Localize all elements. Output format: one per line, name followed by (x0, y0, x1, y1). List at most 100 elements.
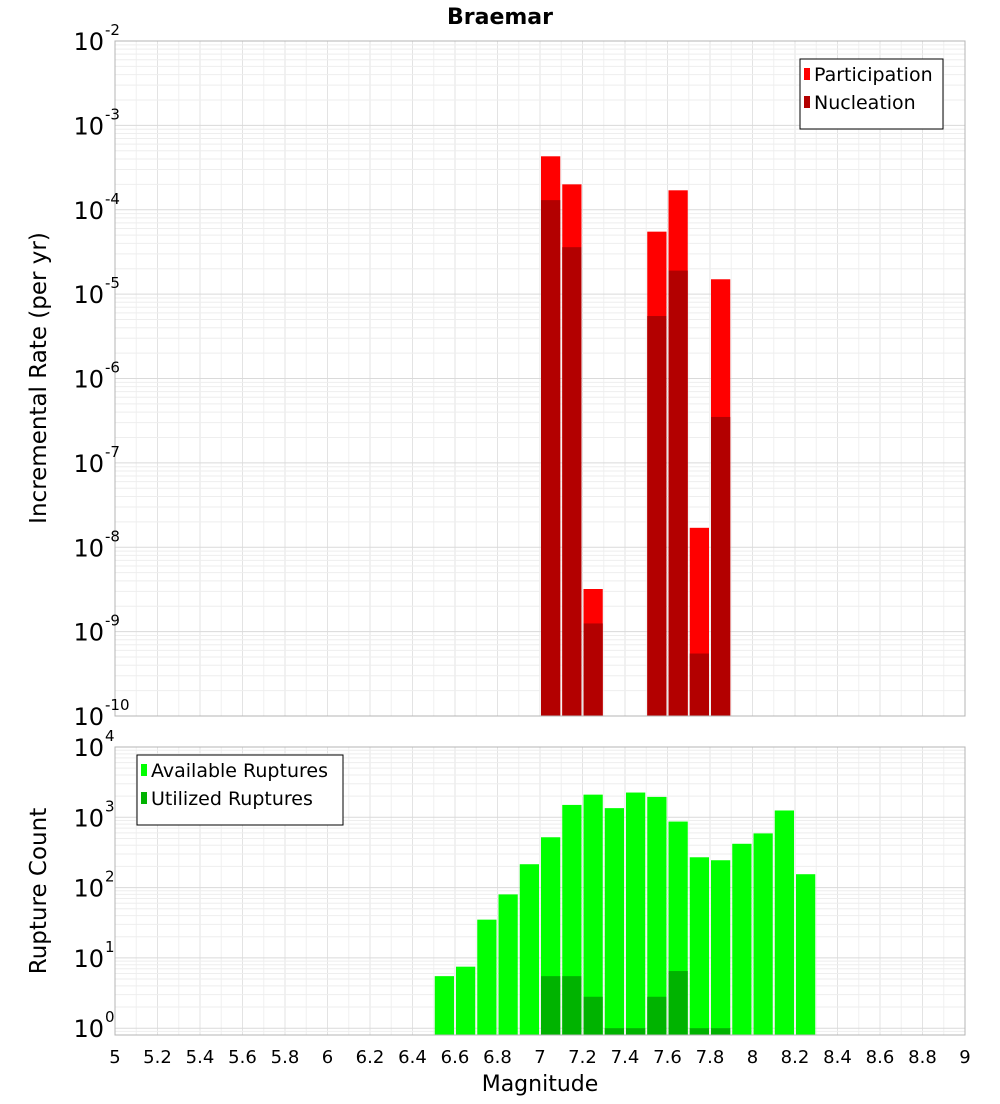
x-tick-label: 7.6 (653, 1047, 682, 1068)
x-tick-label: 8 (747, 1047, 758, 1068)
legend-swatch (804, 68, 810, 80)
plot-area-border (114, 746, 966, 1036)
bar-utilized-ruptures (562, 976, 582, 1035)
legend-label: Available Ruptures (151, 760, 328, 782)
bar-utilized-ruptures (668, 971, 688, 1035)
x-tick-label: 8.6 (866, 1047, 895, 1068)
x-tick-label: 8.2 (781, 1047, 810, 1068)
bar-available-ruptures (498, 894, 518, 1035)
y-tick-exponent: -10 (105, 696, 130, 714)
bar-available-ruptures (626, 792, 646, 1035)
x-tick-label: 5.4 (186, 1047, 215, 1068)
legend-swatch (141, 792, 147, 804)
x-tick-label: 5 (109, 1047, 120, 1068)
bar-available-ruptures (774, 810, 794, 1035)
y-tick-exponent: -9 (105, 612, 120, 630)
bar-utilized-ruptures (541, 976, 561, 1035)
y-tick-label: 10 (73, 366, 104, 394)
chart-title: Braemar (447, 5, 553, 30)
y-tick-label: 10 (73, 945, 104, 973)
legend-swatch (804, 96, 810, 108)
y-tick-label: 10 (73, 804, 104, 832)
bar-utilized-ruptures (647, 996, 667, 1035)
bar-nucleation (711, 416, 731, 716)
bar-utilized-ruptures (689, 1028, 709, 1035)
y-tick-label: 10 (73, 703, 104, 731)
y-tick-exponent: -3 (105, 105, 120, 123)
bar-nucleation (562, 247, 582, 716)
y-tick-label: 10 (73, 112, 104, 140)
x-tick-label: 6.4 (398, 1047, 427, 1068)
y-tick-label: 10 (73, 28, 104, 56)
y-tick-label: 10 (73, 875, 104, 903)
bar-available-ruptures (647, 796, 667, 1035)
bar-utilized-ruptures (583, 996, 603, 1035)
bar-available-ruptures (477, 919, 497, 1035)
bar-utilized-ruptures (711, 1028, 731, 1035)
x-tick-label: 7.8 (696, 1047, 725, 1068)
y-tick-exponent: 3 (105, 797, 115, 815)
y-tick-exponent: -6 (105, 359, 120, 377)
x-tick-label: 6.6 (441, 1047, 470, 1068)
x-tick-label: 5.8 (271, 1047, 300, 1068)
y-tick-exponent: 2 (105, 868, 115, 886)
y-tick-exponent: -7 (105, 443, 120, 461)
y-tick-label: 10 (73, 281, 104, 309)
bar-nucleation (583, 623, 603, 716)
bar-available-ruptures (519, 864, 539, 1035)
plot-area-border (114, 40, 966, 717)
bar-available-ruptures (753, 833, 773, 1035)
y-tick-label: 10 (73, 197, 104, 225)
bar-available-ruptures (689, 857, 709, 1035)
y-tick-label: 10 (73, 534, 104, 562)
y-tick-label: 10 (73, 450, 104, 478)
legend-box (799, 58, 944, 130)
y-tick-label: 10 (73, 1015, 104, 1043)
legend-swatch (141, 764, 147, 776)
bar-available-ruptures (711, 860, 731, 1035)
x-tick-label: 5.2 (143, 1047, 172, 1068)
bar-nucleation (647, 316, 667, 716)
x-tick-label: 7.4 (611, 1047, 640, 1068)
legend-label: Participation (814, 64, 933, 86)
bar-utilized-ruptures (604, 1028, 624, 1035)
legend-label: Nucleation (814, 92, 916, 114)
x-tick-label: 7 (534, 1047, 545, 1068)
bar-available-ruptures (434, 976, 454, 1035)
panel-2: 10 010 110 210 310 45 5.2 5.4 5.6 5.8 6 6.2 6.4 6.6 6.… (26, 727, 971, 1097)
x-tick-label: 9 (959, 1047, 970, 1068)
y-tick-exponent: -5 (105, 274, 120, 292)
legend-box (136, 754, 344, 826)
bar-available-ruptures (604, 808, 624, 1035)
bar-nucleation (541, 200, 561, 716)
x-tick-label: 6 (322, 1047, 333, 1068)
x-tick-label: 6.2 (356, 1047, 385, 1068)
bar-utilized-ruptures (626, 1028, 646, 1035)
y-tick-exponent: 4 (105, 727, 115, 745)
y-tick-label: 10 (73, 734, 104, 762)
bar-available-ruptures (732, 843, 752, 1035)
x-tick-label: 6.8 (483, 1047, 512, 1068)
y-tick-exponent: 1 (105, 938, 115, 956)
bar-available-ruptures (456, 966, 476, 1035)
y-tick-exponent: -2 (105, 21, 120, 39)
y-tick-exponent: 0 (105, 1008, 115, 1026)
y-axis-label: Incremental Rate (per yr) (26, 232, 52, 524)
x-tick-label: 8.4 (823, 1047, 852, 1068)
bar-nucleation (689, 653, 709, 716)
bar-nucleation (668, 270, 688, 716)
y-tick-label: 10 (73, 619, 104, 647)
y-tick-exponent: -8 (105, 527, 120, 545)
bar-available-ruptures (583, 794, 603, 1035)
y-tick-exponent: -4 (105, 190, 120, 208)
legend-label: Utilized Ruptures (151, 788, 313, 810)
x-tick-label: 7.2 (568, 1047, 597, 1068)
x-tick-label: 8.8 (908, 1047, 937, 1068)
bar-available-ruptures (796, 874, 816, 1035)
x-axis-label: Magnitude (482, 1072, 599, 1097)
x-tick-label: 5.6 (228, 1047, 257, 1068)
y-axis-label: Rupture Count (26, 808, 52, 974)
